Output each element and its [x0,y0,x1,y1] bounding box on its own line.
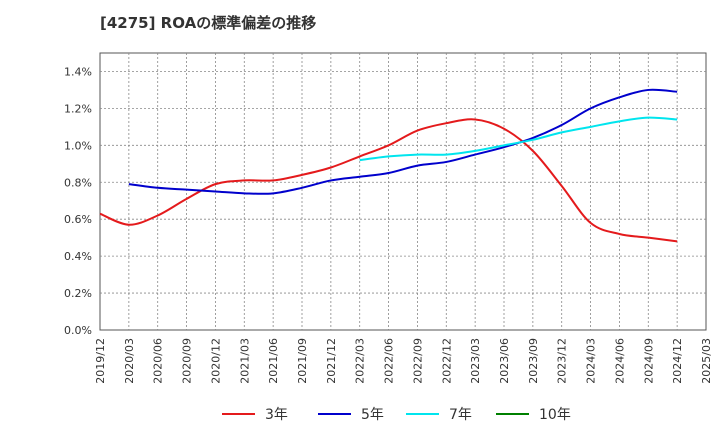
x-tick-label: 2023/03 [469,338,482,384]
y-tick-label: 0.6% [64,213,92,226]
x-tick-label: 2020/06 [152,338,165,384]
y-tick-label: 0.0% [64,324,92,337]
x-tick-label: 2024/06 [613,338,626,384]
y-tick-label: 0.2% [64,287,92,300]
y-axis-ticks: 0.0% 0.2% 0.4% 0.6% 0.8% 1.0% 1.2% 1.4% [64,65,92,337]
x-tick-label: 2021/12 [325,338,338,384]
legend-label: 7年 [449,407,472,423]
x-tick-label: 2019/12 [94,338,107,384]
x-tick-label: 2021/03 [238,338,251,384]
y-tick-label: 1.0% [64,139,92,152]
x-tick-label: 2020/09 [181,338,194,384]
x-tick-label: 2022/09 [411,338,424,384]
y-tick-label: 1.2% [64,102,92,115]
x-tick-label: 2022/12 [440,338,453,384]
series-line-7年 [359,116,678,162]
grid [100,53,706,330]
x-tick-label: 2022/06 [383,338,396,384]
x-tick-label: 2020/12 [209,338,222,384]
legend: 3年 5年 7年 10年 [222,407,571,423]
x-tick-label: 2021/09 [296,338,309,384]
x-tick-label: 2020/03 [123,338,136,384]
x-tick-label: 2023/06 [498,338,511,384]
series-lines [99,88,678,243]
x-axis-ticks: 2019/12 2020/03 2020/06 2020/09 2020/12 2021/… [94,338,713,384]
plot-frame [99,52,707,331]
chart-title: [4275] ROAの標準偏差の推移 [100,14,317,32]
y-tick-label: 0.8% [64,176,92,189]
legend-label: 5年 [361,407,384,423]
y-tick-label: 1.4% [64,65,92,78]
x-tick-label: 2023/12 [556,338,569,384]
x-tick-label: 2024/12 [671,338,684,384]
legend-label: 3年 [265,407,288,423]
series-line-3年 [99,118,678,243]
x-tick-label: 2024/09 [642,338,655,384]
legend-label: 10年 [539,407,571,423]
y-tick-label: 0.4% [64,250,92,263]
x-tick-label: 2021/06 [267,338,280,384]
x-tick-label: 2025/03 [700,338,713,384]
x-tick-label: 2022/03 [354,338,367,384]
plot-area [99,52,707,331]
x-tick-label: 2023/09 [527,338,540,384]
series-line-5年 [128,88,678,195]
x-tick-label: 2024/03 [585,338,598,384]
